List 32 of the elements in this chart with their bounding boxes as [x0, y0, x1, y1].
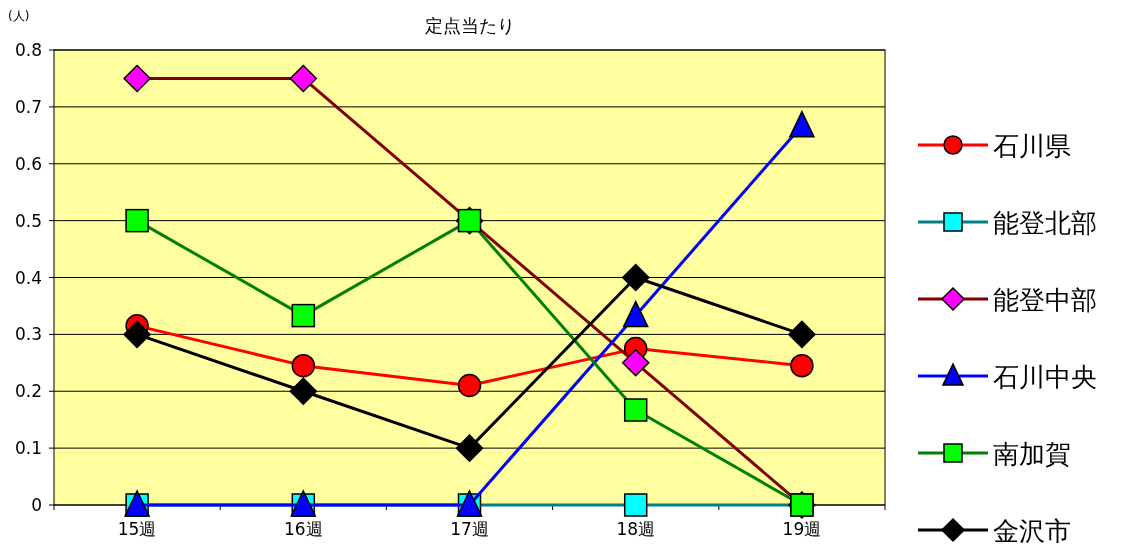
point: [788, 320, 816, 349]
x-tick-label: 17週: [450, 519, 489, 539]
point: [621, 263, 650, 292]
y-tick-label: 0.3: [14, 324, 42, 345]
point: [291, 353, 316, 378]
y-tick-label: 0.6: [14, 153, 42, 174]
y-tick-label: 0.7: [14, 96, 42, 117]
chart-title: 定点当たり: [424, 15, 515, 36]
x-tick-label: 19週: [782, 519, 822, 539]
point: [789, 110, 815, 138]
x-tick-label: 15週: [117, 519, 157, 539]
point: [622, 300, 649, 328]
y-tick-label: 0.5: [14, 210, 42, 231]
y-tick-label: 0.2: [14, 381, 42, 402]
legend-label: 南加賀: [993, 439, 1071, 469]
y-tick-label: 0.4: [14, 267, 42, 288]
legend-label: 石川中央: [993, 362, 1097, 392]
legend-label: 金沢市: [993, 516, 1071, 546]
point: [457, 373, 482, 398]
x-tick-label: 18週: [616, 519, 656, 539]
x-tick-label: 16週: [283, 519, 323, 539]
legend-label: 能登中部: [993, 285, 1097, 315]
legend-label: 石川県: [993, 131, 1071, 161]
point: [123, 320, 151, 349]
y-tick-label: 0.8: [14, 40, 42, 60]
point: [790, 353, 814, 378]
y-tick-label: 0.1: [14, 438, 42, 459]
point: [455, 434, 484, 462]
y-axis-title: (人): [8, 9, 30, 23]
legend-label: 能登北部: [993, 208, 1097, 238]
point: [289, 377, 318, 405]
y-tick-label: 0: [31, 495, 42, 515]
